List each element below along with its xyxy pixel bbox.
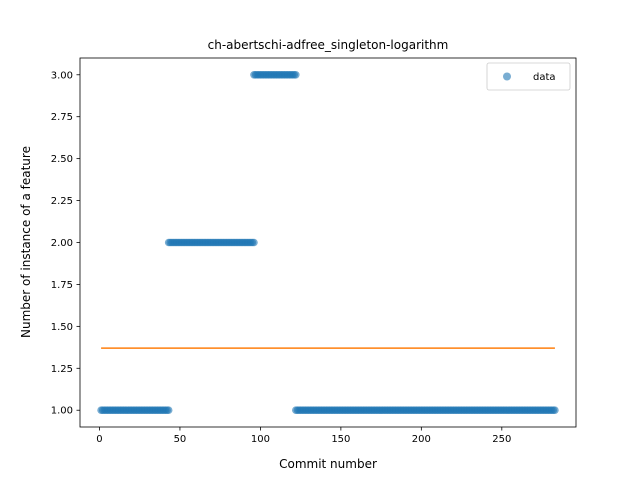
plot-area: [80, 58, 576, 427]
y-tick-label: 2.75: [51, 112, 73, 123]
x-tick-label: 0: [96, 434, 102, 445]
y-tick-label: 1.50: [51, 322, 73, 333]
x-tick-label: 50: [174, 434, 187, 445]
x-tick-label: 250: [492, 434, 511, 445]
data-marks: [97, 70, 559, 415]
y-tick-label: 1.25: [51, 364, 73, 375]
data-point: [551, 406, 559, 415]
legend: data: [486, 62, 571, 91]
y-axis-label: Number of instance of a feature: [19, 146, 33, 338]
data-point: [164, 406, 173, 415]
y-tick-label: 1.00: [51, 406, 73, 417]
legend-box: [486, 62, 571, 91]
legend-marker: [503, 72, 511, 81]
y-tick-label: 3.00: [51, 70, 73, 81]
y-axis: 1.00 1.25 1.50 1.75 2.00 2.25 2.50 2.75 3.00: [51, 70, 80, 417]
plot-frame: [79, 57, 577, 428]
x-tick-label: 200: [412, 434, 431, 445]
y-tick-label: 2.50: [51, 154, 73, 165]
data-point: [292, 70, 300, 79]
x-tick-label: 150: [331, 434, 350, 445]
legend-label: data: [533, 72, 556, 83]
x-axis: 0 50 100 150 200 250: [96, 427, 511, 445]
y-tick-label: 1.75: [51, 280, 73, 291]
y-tick-label: 2.25: [51, 196, 73, 207]
x-axis-label: Commit number: [279, 457, 377, 471]
chart-title: ch-abertschi-adfree_singleton-logarithm: [208, 38, 449, 52]
y-tick-label: 2.00: [51, 238, 73, 249]
data-point: [250, 238, 258, 247]
x-tick-label: 100: [251, 434, 270, 445]
